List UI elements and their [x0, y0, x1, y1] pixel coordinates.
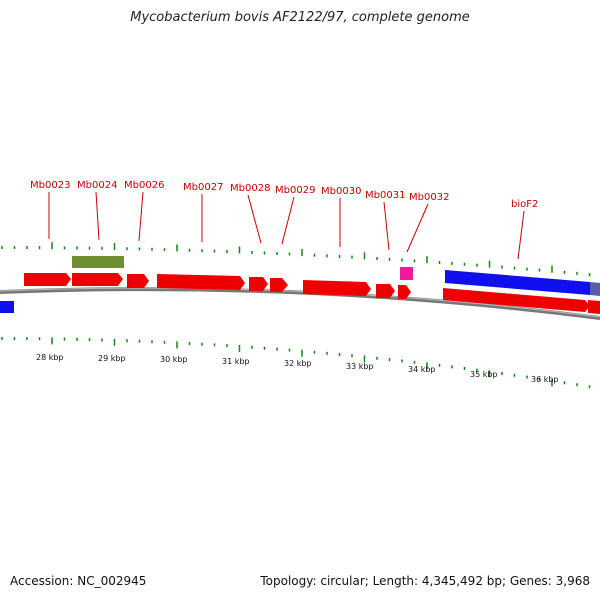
gene-feature-mb0029[interactable]: [270, 278, 288, 292]
gene-label-mb0028[interactable]: Mb0028: [230, 183, 270, 194]
kbp-label-35: 35 kbp: [470, 370, 498, 379]
gene-feature-biof2[interactable]: [443, 288, 590, 312]
kbp-label-34: 34 kbp: [408, 365, 436, 374]
gene-label-mb0024[interactable]: Mb0024: [77, 180, 117, 191]
gene-feature-green[interactable]: [72, 256, 124, 268]
kbp-label-33: 33 kbp: [346, 362, 374, 371]
gene-label-mb0030[interactable]: Mb0030: [321, 186, 361, 197]
gene-feature-mb0023[interactable]: [24, 273, 71, 286]
gene-label-mb0031[interactable]: Mb0031: [365, 190, 405, 201]
gene-feature-mb0028[interactable]: [249, 277, 268, 291]
kbp-label-31: 31 kbp: [222, 357, 250, 366]
gene-feature-mb0032[interactable]: [398, 285, 411, 299]
gene-label-mb0029[interactable]: Mb0029: [275, 185, 315, 196]
gene-label-mb0023[interactable]: Mb0023: [30, 180, 70, 191]
gene-feature-mb0026[interactable]: [127, 274, 149, 288]
kbp-label-36: 36 kbp: [531, 375, 559, 384]
gene-feature-blue-left[interactable]: [0, 301, 14, 313]
tick-row-top: [1, 242, 591, 277]
gene-feature-blue-right-edge[interactable]: [590, 282, 600, 296]
accession-text: Accession: NC_002945: [10, 574, 147, 588]
gene-feature-mb0027[interactable]: [157, 274, 245, 290]
gene-label-group: Mb0023 Mb0024 Mb0026 Mb0027 Mb0028 Mb002…: [30, 180, 538, 260]
kbp-label-30: 30 kbp: [160, 355, 188, 364]
gene-feature-mb0030[interactable]: [303, 280, 371, 296]
gene-feature-pink[interactable]: [400, 267, 413, 280]
genome-backbone: [0, 287, 600, 320]
gene-feature-right-edge[interactable]: [588, 300, 600, 314]
gene-feature-mb0024[interactable]: [72, 273, 123, 286]
gene-label-mb0032[interactable]: Mb0032: [409, 192, 449, 203]
map-title: Mycobacterium bovis AF2122/97, complete …: [130, 10, 470, 25]
kbp-scale-labels: 28 kbp 29 kbp 30 kbp 31 kbp 32 kbp 33 kb…: [36, 353, 559, 384]
kbp-label-32: 32 kbp: [284, 359, 312, 368]
gene-label-mb0026[interactable]: Mb0026: [124, 180, 164, 191]
gene-feature-mb0031[interactable]: [376, 284, 395, 298]
gene-label-mb0027[interactable]: Mb0027: [183, 182, 223, 193]
genome-backbone-highlight: [0, 287, 600, 318]
gene-feature-biof2-blue[interactable]: [445, 270, 590, 295]
tick-row-bottom: [1, 337, 591, 389]
gene-label-biof2[interactable]: bioF2: [511, 199, 538, 210]
genome-summary-text: Topology: circular; Length: 4,345,492 bp…: [260, 574, 590, 588]
kbp-label-29: 29 kbp: [98, 354, 126, 363]
kbp-label-28: 28 kbp: [36, 353, 64, 362]
